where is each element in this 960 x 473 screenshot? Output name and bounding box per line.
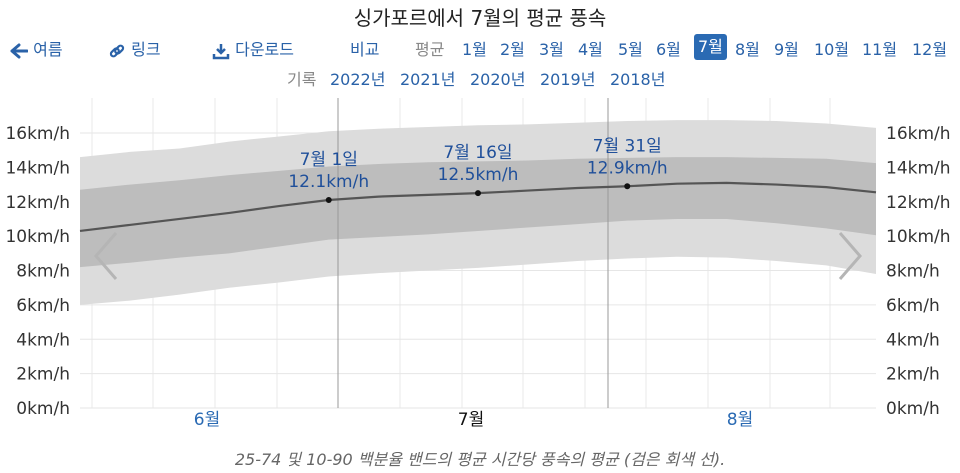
month-tab-10[interactable]: 10월 [814,40,850,59]
y-tick-left: 6km/h [16,296,70,316]
y-tick-left: 10km/h [5,227,70,247]
page-title: 싱가포르에서 7월의 평균 풍속 [353,6,607,30]
annotation-value: 12.1km/h [288,172,369,192]
year-link-2018[interactable]: 2018년 [610,70,666,89]
summer-label: 여름 [33,40,63,59]
annotation-point [475,190,481,197]
link-icon [109,44,125,57]
month-label: 8월 [727,410,753,430]
year-link-2019[interactable]: 2019년 [540,70,596,89]
month-tab-9[interactable]: 9월 [774,40,799,59]
chart-caption: 25-74 및 10-90 백분율 밴드의 평균 시간당 풍속의 평균 (검은 … [234,450,726,469]
year-link-2022[interactable]: 2022년 [330,70,386,89]
month-tab-2[interactable]: 2월 [500,40,525,59]
month-tab-4[interactable]: 4월 [578,40,603,59]
month-tab-3[interactable]: 3월 [539,40,564,59]
compare-link[interactable]: 비교 [350,40,380,59]
y-tick-left: 12km/h [5,193,70,213]
y-tick-left: 4km/h [16,330,70,350]
annotation-value: 12.5km/h [438,165,519,185]
records-bar: 기록 2022년 2021년 2020년 2019년 2018년 [0,66,960,90]
annotation-date: 7월 31일 [593,136,662,156]
y-tick-left: 2km/h [16,365,70,385]
records-label: 기록 [287,70,317,89]
download-label: 다운로드 [235,40,294,59]
y-tick-right: 0km/h [886,399,940,419]
y-tick-right: 14km/h [886,158,951,178]
chevron-right-icon[interactable] [838,232,862,280]
link-button[interactable]: 링크 [108,36,161,60]
month-tabs: 1월 2월 3월 4월 5월 6월 7월 8월 9월 10월 11월 12월 [0,34,960,60]
month-tab-8[interactable]: 8월 [735,40,760,59]
month-tab-6[interactable]: 6월 [656,40,681,59]
y-tick-right: 4km/h [886,330,940,350]
y-tick-right: 12km/h [886,193,951,213]
y-tick-left: 14km/h [5,158,70,178]
download-button[interactable]: 다운로드 [212,36,294,60]
annotation-date: 7월 1일 [300,150,358,170]
annotation-point [624,183,631,190]
arrow-left-icon [10,43,28,58]
y-tick-left: 0km/h [16,399,70,419]
month-tab-11[interactable]: 11월 [862,40,898,59]
y-tick-left: 16km/h [5,124,70,144]
y-tick-right: 8km/h [886,262,940,282]
y-tick-right: 6km/h [886,296,940,316]
summer-link[interactable]: 여름 [10,36,63,60]
month-tab-1[interactable]: 1월 [462,40,487,59]
annotation-value: 12.9km/h [587,158,668,178]
year-link-2021[interactable]: 2021년 [400,70,456,89]
y-tick-right: 10km/h [886,227,951,247]
month-tab-7[interactable]: 7월 [694,34,727,60]
month-label: 6월 [194,410,220,430]
y-tick-left: 8km/h [16,262,70,282]
annotation-point [325,197,332,204]
average-label: 평균 [415,40,445,59]
download-icon [212,43,230,59]
year-link-2020[interactable]: 2020년 [470,70,526,89]
month-label: 7월 [458,410,484,430]
annotation-date: 7월 16일 [443,143,512,163]
month-tab-12[interactable]: 12월 [912,40,948,59]
y-tick-right: 16km/h [886,124,951,144]
link-label: 링크 [131,40,161,59]
chevron-left-icon[interactable] [94,232,118,280]
y-tick-right: 2km/h [886,365,940,385]
nav-bar: 여름 링크 다운로드 비교 평균 1월 2월 3월 4월 5월 6월 7월 8월 9월 10월 11… [0,34,960,60]
month-tab-5[interactable]: 5월 [618,40,643,59]
year-links: 2022년 2021년 2020년 2019년 2018년 [0,66,960,90]
